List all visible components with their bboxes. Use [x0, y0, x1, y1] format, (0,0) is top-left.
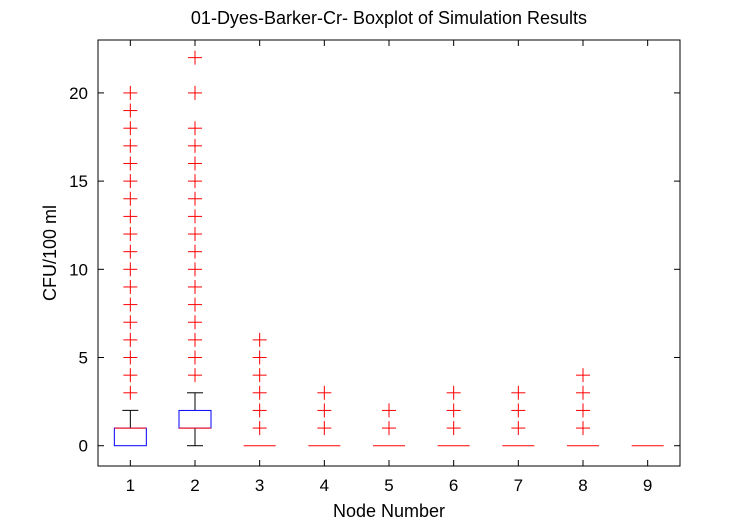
outlier-marker: [188, 227, 202, 242]
outlier-marker: [188, 156, 202, 171]
outlier-marker: [446, 421, 461, 436]
outlier-marker: [252, 368, 267, 383]
outlier-marker: [382, 421, 396, 436]
outlier-marker: [188, 191, 202, 206]
outlier-marker: [317, 403, 332, 418]
x-tick-label: 8: [578, 476, 587, 495]
outlier-marker: [123, 244, 138, 259]
outlier-marker: [446, 385, 461, 400]
y-tick-label: 0: [79, 437, 88, 456]
box-node-5: [373, 403, 405, 447]
outlier-marker: [576, 403, 590, 418]
x-tick-label: 4: [320, 476, 329, 495]
y-tick-label: 15: [69, 172, 88, 191]
outlier-marker: [123, 156, 138, 171]
box-node-1: [113, 85, 147, 447]
y-tick-label: 20: [69, 84, 88, 103]
outlier-marker: [446, 403, 461, 418]
iqr-box: [178, 409, 212, 429]
outlier-marker: [252, 385, 267, 400]
outlier-marker: [188, 138, 202, 153]
x-axis-label: Node Number: [333, 501, 445, 521]
outlier-marker: [123, 209, 138, 224]
chart-title: 01-Dyes-Barker-Cr- Boxplot of Simulation…: [191, 8, 587, 28]
box-node-3: [243, 332, 276, 447]
outlier-marker: [317, 421, 332, 436]
outlier-marker: [123, 227, 138, 242]
iqr-box: [113, 427, 147, 447]
outlier-marker: [188, 209, 202, 224]
outlier-marker: [188, 297, 202, 312]
outlier-marker: [123, 103, 138, 118]
outlier-marker: [123, 85, 138, 100]
outlier-marker: [123, 350, 138, 365]
outlier-marker: [511, 421, 526, 436]
outlier-marker: [123, 368, 138, 383]
y-tick-label: 10: [69, 260, 88, 279]
outlier-marker: [123, 385, 138, 400]
x-tick-label: 7: [514, 476, 523, 495]
outlier-marker: [576, 421, 590, 436]
outlier-marker: [576, 368, 590, 383]
outlier-marker: [188, 121, 202, 136]
outlier-marker: [252, 332, 267, 347]
outlier-marker: [188, 85, 202, 100]
x-tick-label: 1: [126, 476, 135, 495]
x-tick-label: 6: [449, 476, 458, 495]
box-node-7: [502, 385, 535, 447]
box-node-6: [437, 385, 470, 447]
outlier-marker: [123, 332, 138, 347]
box-node-2: [178, 50, 212, 447]
outlier-marker: [188, 262, 202, 277]
outlier-marker: [511, 385, 526, 400]
outlier-marker: [188, 332, 202, 347]
outlier-marker: [188, 368, 202, 383]
box-node-4: [308, 385, 341, 447]
outlier-marker: [188, 174, 202, 189]
outlier-marker: [576, 385, 590, 400]
outlier-marker: [188, 315, 202, 330]
outlier-marker: [188, 244, 202, 259]
x-tick-label: 3: [255, 476, 264, 495]
plot-area-frame: [97, 39, 681, 467]
box-node-8: [567, 368, 599, 447]
x-tick-label: 9: [643, 476, 652, 495]
outlier-marker: [188, 50, 202, 65]
outlier-marker: [123, 138, 138, 153]
outlier-marker: [123, 279, 138, 294]
outlier-marker: [123, 262, 138, 277]
x-tick-label: 5: [384, 476, 393, 495]
y-axis-label: CFU/100 ml: [40, 205, 60, 301]
outlier-marker: [511, 403, 526, 418]
outlier-marker: [123, 174, 138, 189]
outlier-marker: [252, 403, 267, 418]
outlier-marker: [123, 121, 138, 136]
outlier-marker: [188, 279, 202, 294]
x-tick-label: 2: [190, 476, 199, 495]
outlier-marker: [252, 350, 267, 365]
outlier-marker: [188, 350, 202, 365]
outlier-marker: [382, 403, 396, 418]
outlier-marker: [317, 385, 332, 400]
outlier-marker: [123, 191, 138, 206]
outlier-marker: [252, 421, 267, 436]
y-tick-label: 5: [79, 349, 88, 368]
outlier-marker: [123, 315, 138, 330]
outlier-marker: [123, 297, 138, 312]
